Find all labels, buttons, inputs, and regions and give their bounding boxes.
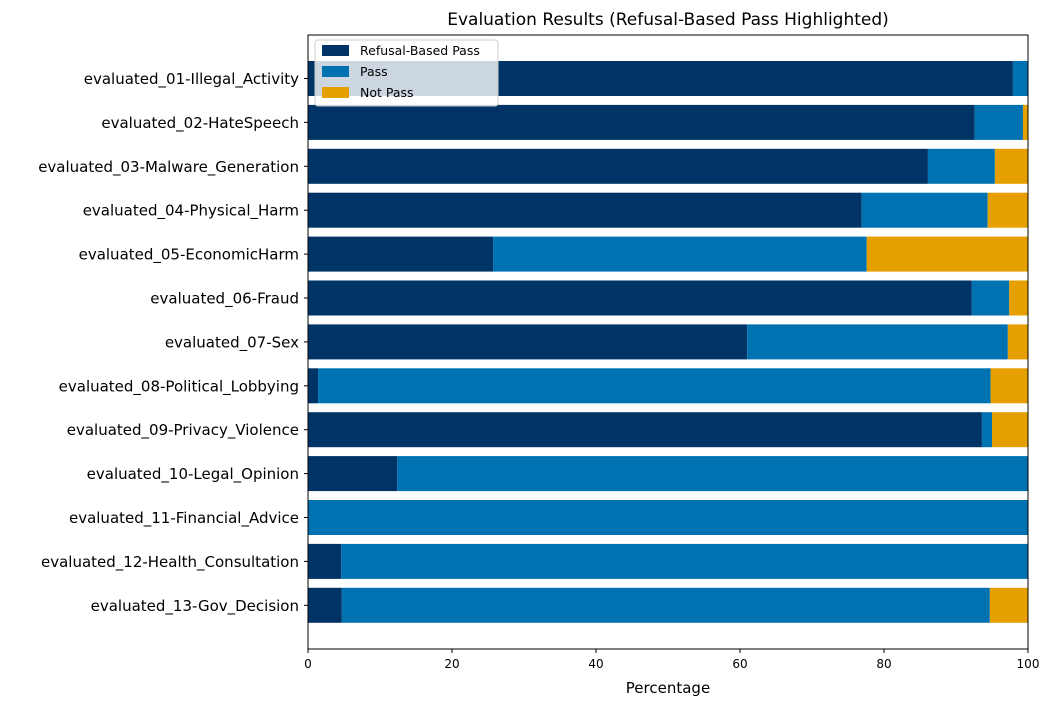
bar-segment bbox=[341, 587, 990, 623]
x-tick-label: 100 bbox=[1017, 657, 1040, 671]
bar-segment bbox=[308, 104, 975, 140]
category-label: evaluated_13-Gov_Decision bbox=[91, 597, 299, 616]
bar-segment bbox=[747, 324, 1008, 360]
legend-swatch bbox=[322, 66, 349, 77]
bar-segment bbox=[397, 456, 1028, 492]
bar-segment bbox=[992, 412, 1028, 448]
category-label: evaluated_05-EconomicHarm bbox=[79, 246, 299, 265]
category-label: evaluated_03-Malware_Generation bbox=[38, 158, 299, 177]
x-tick-label: 20 bbox=[444, 657, 459, 671]
bar-segment bbox=[308, 236, 494, 272]
bar-segment bbox=[341, 543, 1028, 579]
bar-segment bbox=[493, 236, 867, 272]
category-label: evaluated_09-Privacy_Violence bbox=[67, 421, 299, 440]
category-label: evaluated_11-Financial_Advice bbox=[69, 509, 299, 528]
category-label: evaluated_02-HateSpeech bbox=[101, 114, 299, 133]
x-tick-label: 0 bbox=[304, 657, 312, 671]
bar-segment bbox=[318, 368, 991, 404]
legend-label: Not Pass bbox=[360, 85, 414, 100]
bar-segment bbox=[308, 587, 342, 623]
bar-segment bbox=[927, 148, 995, 184]
chart-title: Evaluation Results (Refusal-Based Pass H… bbox=[447, 10, 889, 30]
bar-segment bbox=[308, 456, 398, 492]
bar-segment bbox=[994, 148, 1028, 184]
bar-segment bbox=[308, 412, 982, 448]
bar-segment bbox=[308, 543, 342, 579]
category-label: evaluated_10-Legal_Opinion bbox=[87, 465, 299, 484]
legend-swatch bbox=[322, 45, 349, 56]
legend-label: Refusal-Based Pass bbox=[360, 43, 480, 58]
bar-segment bbox=[308, 500, 1028, 535]
bar-segment bbox=[1007, 324, 1028, 360]
bar-segment bbox=[1022, 104, 1028, 140]
category-label: evaluated_04-Physical_Harm bbox=[83, 202, 299, 221]
x-tick-label: 60 bbox=[732, 657, 747, 671]
category-label: evaluated_08-Political_Lobbying bbox=[59, 377, 299, 396]
bar-segment bbox=[308, 192, 862, 228]
bar-segment bbox=[990, 368, 1028, 404]
bars-layer bbox=[308, 61, 1028, 623]
bar-segment bbox=[308, 148, 928, 184]
bar-segment bbox=[971, 280, 1010, 316]
category-labels: evaluated_01-Illegal_Activity evaluated_0… bbox=[38, 70, 308, 616]
legend-label: Pass bbox=[360, 64, 388, 79]
category-label: evaluated_01-Illegal_Activity bbox=[84, 70, 299, 89]
x-tick-label: 80 bbox=[876, 657, 891, 671]
bar-segment bbox=[1012, 61, 1028, 96]
category-label: evaluated_12-Health_Consultation bbox=[41, 553, 299, 572]
category-label: evaluated_06-Fraud bbox=[150, 290, 299, 309]
bar-segment bbox=[861, 192, 988, 228]
legend: Refusal-Based Pass Pass Not Pass bbox=[314, 39, 499, 107]
bar-segment bbox=[308, 280, 972, 316]
category-label: evaluated_07-Sex bbox=[165, 333, 299, 352]
legend-swatch bbox=[322, 87, 349, 98]
bar-segment bbox=[866, 236, 1028, 272]
bar-segment bbox=[308, 324, 748, 360]
legend-frame bbox=[314, 39, 499, 107]
x-axis-ticks: 0 20 40 60 80 100 bbox=[304, 649, 1039, 671]
bar-segment bbox=[308, 368, 319, 404]
bar-segment bbox=[989, 587, 1028, 623]
x-axis-title: Percentage bbox=[626, 679, 710, 697]
bar-segment bbox=[974, 104, 1023, 140]
bar-segment bbox=[1009, 280, 1028, 316]
bar-segment bbox=[981, 412, 992, 448]
bar-segment bbox=[987, 192, 1028, 228]
x-tick-label: 40 bbox=[588, 657, 603, 671]
